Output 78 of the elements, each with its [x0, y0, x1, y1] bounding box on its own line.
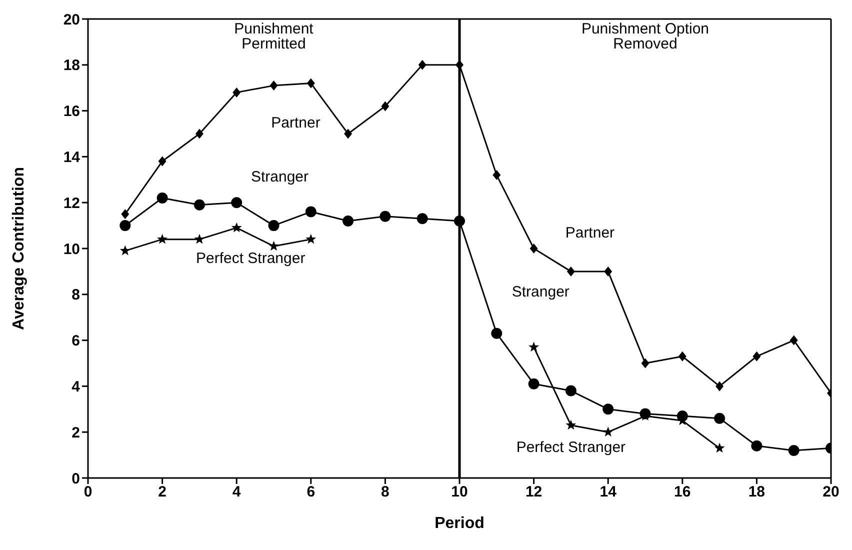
point [381, 101, 390, 112]
x-tick-label: 4 [232, 484, 242, 501]
y-tick-label: 10 [63, 240, 80, 258]
point [716, 381, 724, 392]
point [566, 420, 576, 430]
point [714, 412, 726, 424]
point [231, 197, 242, 208]
point [752, 351, 761, 362]
point [120, 220, 131, 232]
point [231, 222, 242, 232]
point [528, 378, 540, 390]
point [604, 266, 612, 276]
x-axis-title: Period [434, 515, 484, 532]
y-tick-label: 16 [63, 103, 80, 120]
y-tick-label: 18 [63, 57, 80, 74]
y-tick-label: 14 [63, 149, 81, 166]
text: Stranger [512, 283, 570, 300]
x-tick-label: 14 [600, 484, 618, 501]
text: Partner [565, 224, 615, 242]
series-label: Partner [271, 114, 320, 132]
x-tick-label: 0 [84, 484, 92, 501]
point [565, 385, 576, 396]
x-tick-label: 10 [451, 484, 468, 501]
y-tick-label: 6 [72, 332, 80, 350]
point [120, 245, 130, 256]
text: Perfect Stranger [516, 439, 626, 456]
x-tick-label: 18 [748, 484, 766, 501]
point [121, 209, 130, 220]
point [678, 351, 686, 362]
point [641, 358, 650, 368]
point [306, 234, 316, 244]
point [194, 199, 205, 210]
point [270, 80, 278, 91]
x-tick-label: 16 [674, 484, 691, 501]
point [454, 215, 465, 226]
point [528, 342, 540, 352]
y-tick-label: 8 [72, 286, 80, 304]
point [380, 210, 391, 222]
y-tick-label: 4 [72, 378, 81, 396]
point [418, 60, 426, 70]
point [157, 234, 168, 244]
y-tick-label: 12 [63, 194, 80, 212]
series-label: Perfect Stranger [196, 250, 306, 267]
annotation: Punishment Permitted [234, 20, 314, 53]
point [305, 206, 316, 218]
x-tick-label: 2 [158, 484, 166, 501]
series-label: Stranger [250, 168, 309, 186]
point [602, 404, 614, 415]
point [344, 128, 352, 139]
x-tick-label: 6 [306, 484, 316, 501]
y-tick-label: 0 [72, 470, 80, 488]
point [268, 220, 280, 232]
y-axis-title: Average Contribution [10, 167, 28, 330]
point [790, 335, 798, 346]
annotation: Punishment Option Removed [581, 20, 710, 53]
y-tick-label: 2 [72, 424, 80, 442]
point [788, 444, 800, 456]
point [416, 213, 428, 224]
point [456, 60, 464, 70]
point [194, 234, 205, 244]
y-tick-label: 20 [63, 11, 80, 28]
point [268, 240, 279, 251]
point [530, 244, 538, 254]
point [566, 266, 575, 276]
point [156, 192, 168, 204]
point [306, 78, 315, 88]
point [751, 440, 762, 452]
point [232, 87, 241, 98]
point [714, 442, 725, 453]
point [602, 426, 614, 437]
x-tick-label: 12 [525, 484, 542, 501]
point [491, 328, 502, 339]
point [158, 156, 166, 166]
point [342, 215, 354, 226]
x-tick-label: 8 [381, 484, 390, 501]
point [492, 170, 501, 180]
x-tick-label: 20 [822, 484, 840, 501]
point [195, 128, 204, 139]
